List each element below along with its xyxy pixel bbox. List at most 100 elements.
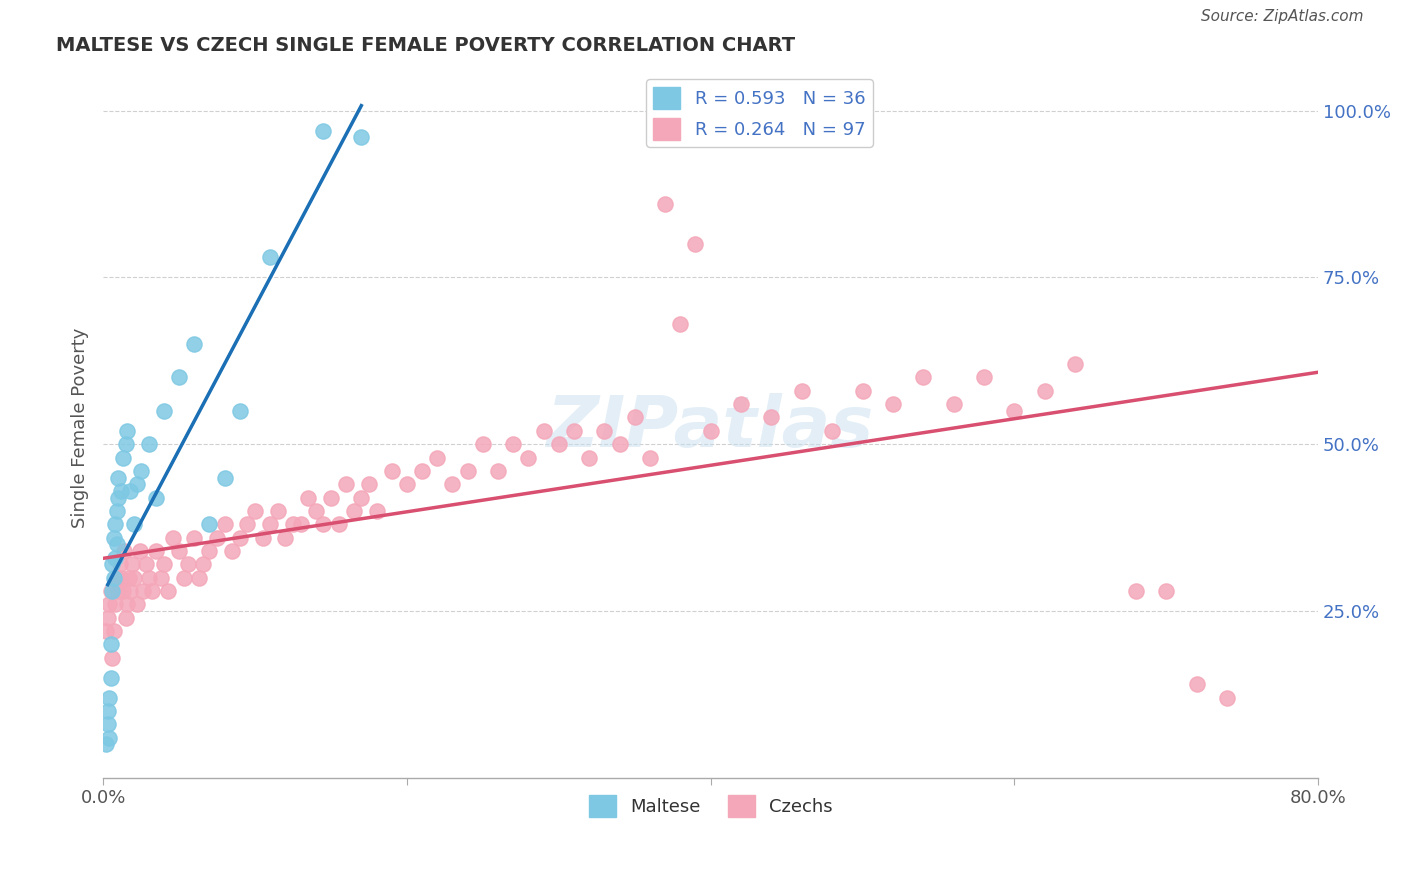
Point [112, 544, 135, 558]
Point [357, 477, 380, 491]
Point [129, 464, 152, 478]
Legend: Maltese, Czechs: Maltese, Czechs [581, 788, 839, 824]
Point [457, 464, 479, 478]
Point [252, 531, 274, 545]
Point [104, 517, 127, 532]
Point [107, 491, 129, 505]
Point [350, 130, 373, 145]
Text: MALTESE VS CZECH SINGLE FEMALE POVERTY CORRELATION CHART: MALTESE VS CZECH SINGLE FEMALE POVERTY C… [56, 36, 796, 54]
Point [1002, 404, 1025, 418]
Point [214, 517, 236, 532]
Point [441, 477, 464, 491]
Point [319, 491, 342, 505]
Point [290, 517, 312, 532]
Point [103, 570, 125, 584]
Point [281, 517, 304, 532]
Point [104, 550, 127, 565]
Point [267, 504, 290, 518]
Point [198, 517, 221, 532]
Point [259, 517, 281, 532]
Point [117, 597, 139, 611]
Point [638, 450, 661, 465]
Point [821, 424, 844, 438]
Point [125, 597, 148, 611]
Point [1154, 583, 1177, 598]
Point [593, 424, 616, 438]
Point [183, 337, 205, 351]
Point [103, 531, 125, 545]
Point [274, 531, 297, 545]
Point [104, 597, 127, 611]
Point [111, 450, 134, 465]
Point [790, 384, 813, 398]
Point [221, 544, 243, 558]
Point [100, 671, 122, 685]
Text: Source: ZipAtlas.com: Source: ZipAtlas.com [1201, 9, 1364, 24]
Point [411, 464, 433, 478]
Point [685, 237, 707, 252]
Point [882, 397, 904, 411]
Point [110, 483, 132, 498]
Point [120, 583, 142, 598]
Point [128, 544, 150, 558]
Point [328, 517, 350, 532]
Point [547, 437, 569, 451]
Point [115, 610, 138, 624]
Point [121, 558, 143, 572]
Point [96, 737, 118, 751]
Point [173, 570, 195, 584]
Point [108, 558, 131, 572]
Point [699, 424, 721, 438]
Point [381, 464, 404, 478]
Point [486, 464, 509, 478]
Point [135, 558, 157, 572]
Point [145, 544, 167, 558]
Point [103, 624, 125, 638]
Point [167, 544, 190, 558]
Point [366, 504, 388, 518]
Point [115, 437, 138, 451]
Point [167, 370, 190, 384]
Point [120, 483, 142, 498]
Point [578, 450, 600, 465]
Point [214, 470, 236, 484]
Point [98, 690, 121, 705]
Point [157, 583, 180, 598]
Point [1033, 384, 1056, 398]
Point [609, 437, 631, 451]
Point [111, 583, 134, 598]
Point [100, 583, 122, 598]
Point [97, 610, 120, 624]
Point [761, 410, 783, 425]
Point [141, 583, 163, 598]
Point [942, 397, 965, 411]
Point [187, 570, 209, 584]
Point [96, 624, 118, 638]
Point [131, 583, 153, 598]
Point [97, 717, 120, 731]
Point [122, 517, 145, 532]
Point [101, 583, 124, 598]
Point [105, 570, 128, 584]
Point [312, 124, 335, 138]
Point [107, 583, 129, 598]
Point [153, 404, 176, 418]
Point [623, 410, 645, 425]
Point [125, 477, 148, 491]
Point [312, 517, 335, 532]
Point [654, 197, 676, 211]
Point [105, 537, 128, 551]
Point [193, 558, 215, 572]
Point [973, 370, 995, 384]
Point [471, 437, 494, 451]
Point [138, 437, 160, 451]
Point [98, 597, 121, 611]
Point [851, 384, 873, 398]
Point [229, 531, 252, 545]
Point [562, 424, 585, 438]
Point [502, 437, 524, 451]
Point [97, 704, 120, 718]
Point [117, 424, 139, 438]
Point [343, 504, 366, 518]
Point [517, 450, 540, 465]
